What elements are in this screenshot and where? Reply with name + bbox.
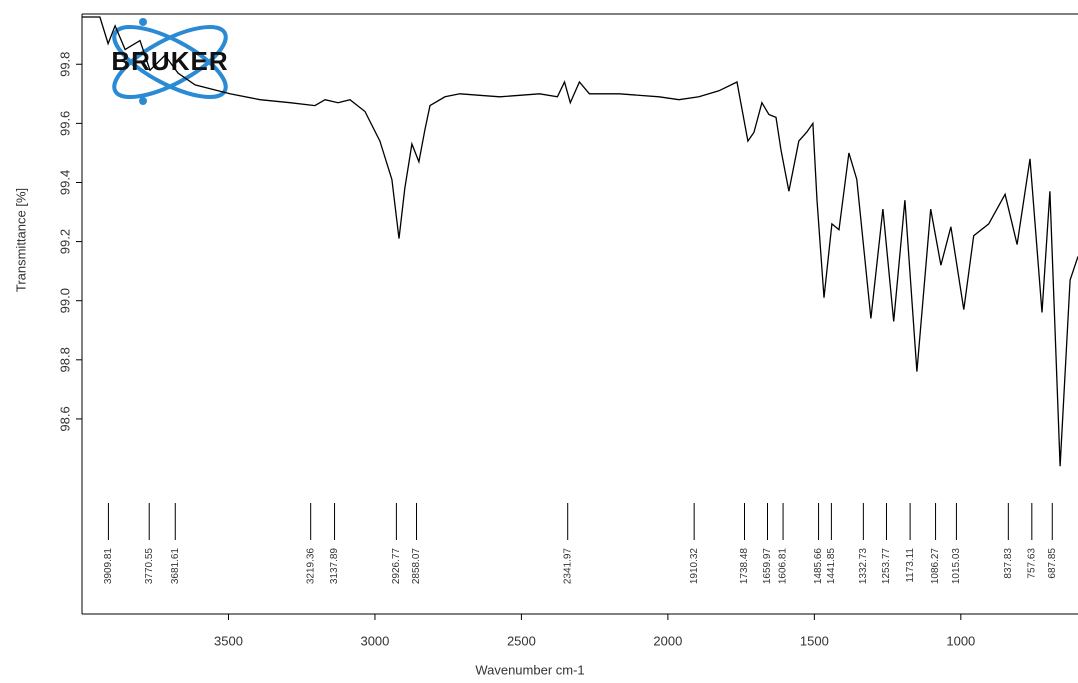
logo-text: BRUKER <box>111 46 228 76</box>
y-tick-label: 98.8 <box>57 347 72 372</box>
logo-dot <box>139 18 147 26</box>
y-tick-label: 99.6 <box>57 111 72 136</box>
logo-orbit <box>112 25 228 99</box>
peak-label: 1015.03 <box>951 548 962 585</box>
x-tick-label: 1500 <box>800 633 829 648</box>
peak-label: 2341.97 <box>562 548 573 585</box>
y-tick-label: 99.4 <box>57 170 72 195</box>
x-tick-label: 2500 <box>507 633 536 648</box>
peak-label: 837.83 <box>1003 548 1014 579</box>
y-axis-label: Transmittance [%] <box>13 188 28 292</box>
spectrum-line <box>82 16 1078 467</box>
peak-label: 1253.77 <box>881 548 892 585</box>
peak-label: 1441.85 <box>826 548 837 585</box>
x-axis-label: Wavenumber cm-1 <box>475 662 584 677</box>
logo-dot <box>139 97 147 105</box>
x-tick-label: 3500 <box>214 633 243 648</box>
peak-label: 1659.97 <box>762 548 773 585</box>
peak-label: 3909.81 <box>103 548 114 585</box>
peak-label: 3770.55 <box>144 548 155 585</box>
peak-label: 687.85 <box>1047 548 1058 579</box>
logo-orbit <box>112 25 228 99</box>
peak-label: 2926.77 <box>391 548 402 585</box>
x-tick-label: 3000 <box>360 633 389 648</box>
x-tick-label: 1000 <box>946 633 975 648</box>
peak-label: 1332.73 <box>858 548 869 585</box>
peak-label: 1086.27 <box>930 548 941 585</box>
peak-label: 2858.07 <box>411 548 422 585</box>
peak-label: 1738.48 <box>739 548 750 585</box>
peak-label: 1485.66 <box>813 548 824 585</box>
peak-label: 1606.81 <box>778 548 789 585</box>
peak-label: 3681.61 <box>170 548 181 585</box>
peak-label: 1173.11 <box>905 548 916 583</box>
x-tick-label: 2000 <box>653 633 682 648</box>
peak-label: 3219.36 <box>305 548 316 585</box>
y-tick-label: 98.6 <box>57 406 72 431</box>
peak-label: 1910.32 <box>689 548 700 585</box>
y-tick-label: 99.2 <box>57 229 72 254</box>
logo: BRUKER <box>111 18 228 105</box>
y-tick-label: 99.8 <box>57 52 72 77</box>
peak-label: 3137.89 <box>329 548 340 585</box>
y-tick-label: 99.0 <box>57 288 72 313</box>
peak-label: 757.63 <box>1026 548 1037 579</box>
